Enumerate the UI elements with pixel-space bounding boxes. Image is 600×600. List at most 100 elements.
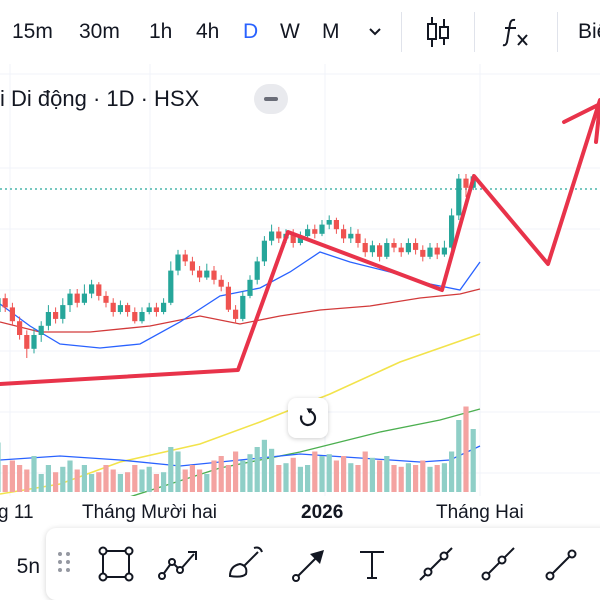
volume-bar — [96, 472, 102, 492]
reset-icon — [299, 408, 317, 427]
volume-bar — [312, 451, 318, 492]
candle-body — [24, 335, 30, 349]
candle-body — [189, 261, 195, 271]
volume-bar — [434, 465, 440, 492]
chevron-down-icon[interactable] — [362, 12, 388, 52]
ma-red-line — [0, 288, 481, 333]
volume-bar — [283, 463, 289, 492]
volume-bar — [225, 465, 231, 492]
candle-body — [297, 236, 303, 243]
volume-bar — [441, 463, 447, 492]
volume-bar — [305, 465, 311, 492]
candle-body — [355, 233, 361, 243]
candle-body — [211, 270, 217, 280]
volume-bar — [0, 442, 1, 492]
text-icon[interactable] — [350, 542, 394, 586]
candle-body — [81, 293, 87, 303]
candle-body — [456, 178, 462, 216]
toolbar-divider — [401, 12, 402, 52]
moving-averages — [0, 251, 481, 496]
reset-chart-button[interactable] — [288, 398, 328, 438]
time-axis[interactable]: g 11 Tháng Mười hai 2026 Tháng Hai — [0, 496, 600, 532]
candle-body — [146, 307, 152, 312]
ma-green-line — [130, 408, 481, 496]
candle-body — [362, 243, 368, 253]
candlestick-icon[interactable] — [420, 12, 456, 52]
candle-body — [441, 247, 447, 255]
volume-bar — [247, 454, 253, 492]
candle-body — [197, 270, 203, 278]
drag-handle-icon[interactable] — [58, 552, 72, 576]
collapse-legend-button[interactable] — [254, 84, 288, 114]
volume-bar — [139, 469, 145, 492]
candle-body — [427, 247, 433, 257]
chart-style-label[interactable]: Biể — [578, 20, 600, 43]
timeframe-toolbar: 15m 30m 1h 4h D W M Biể — [0, 0, 600, 65]
volume-bar — [391, 465, 397, 492]
candle-body — [341, 229, 347, 239]
timeframe-30m[interactable]: 30m — [79, 20, 120, 43]
volume-bar — [276, 465, 282, 492]
ray-icon[interactable] — [476, 542, 520, 586]
trend-line-icon[interactable] — [414, 542, 458, 586]
path-icon[interactable] — [158, 542, 202, 586]
candle-body — [449, 215, 455, 248]
volume-bar — [449, 451, 455, 492]
timeframe-w[interactable]: W — [280, 20, 300, 43]
volume-bar — [341, 456, 347, 492]
candle-body — [391, 243, 397, 248]
volume-bar — [168, 447, 174, 492]
volume-bar — [326, 454, 332, 492]
volume-bar — [38, 474, 44, 492]
candle-body — [204, 270, 210, 278]
timeframe-15m[interactable]: 15m — [12, 20, 53, 43]
volume-bar — [398, 466, 404, 492]
volume-bar — [269, 448, 275, 492]
candle-body — [434, 247, 440, 255]
candle-body — [398, 247, 404, 253]
candles — [0, 174, 476, 358]
symbol-legend[interactable]: i Di động · 1D · HSX — [0, 86, 200, 111]
candle-body — [38, 325, 44, 335]
candle-body — [117, 305, 123, 312]
rectangle-icon[interactable] — [94, 542, 138, 586]
bottom-left-label[interactable]: 5n — [16, 555, 40, 578]
drawn-path — [0, 98, 600, 386]
candle-body — [74, 293, 80, 303]
volume-bar — [53, 472, 59, 492]
fx-icon[interactable] — [496, 12, 536, 52]
volume-bar — [333, 460, 339, 492]
candle-body — [233, 309, 239, 319]
volume-bar — [405, 463, 411, 492]
volume-bar — [204, 474, 210, 492]
volume-bar — [420, 460, 426, 492]
arrow-icon[interactable] — [288, 542, 332, 586]
timeframe-1h[interactable]: 1h — [149, 20, 173, 43]
volume-bar — [132, 465, 138, 492]
candle-body — [405, 243, 411, 253]
candle-body — [31, 335, 37, 349]
timeframe-d[interactable]: D — [243, 20, 259, 43]
timeframe-4h[interactable]: 4h — [196, 20, 220, 43]
chart-canvas — [0, 64, 600, 496]
timeframe-m[interactable]: M — [322, 20, 340, 43]
volume-bar — [182, 469, 188, 492]
volume-bar — [67, 460, 73, 492]
volume-bar — [197, 469, 203, 492]
volume-bar — [24, 469, 30, 492]
time-label: g 11 — [0, 502, 34, 523]
price-chart[interactable]: i Di động · 1D · HSX — [0, 64, 600, 496]
volume-bar — [9, 460, 15, 492]
candle-body — [261, 240, 267, 262]
volume-bar — [377, 460, 383, 492]
candle-body — [53, 312, 59, 319]
volume-bar — [427, 466, 433, 492]
candle-body — [225, 286, 231, 310]
candle-body — [463, 178, 469, 188]
candle-body — [132, 312, 138, 322]
time-label: Tháng Hai — [436, 502, 524, 523]
volume-bar — [297, 466, 303, 492]
brush-icon[interactable] — [224, 542, 268, 586]
volume-bar — [240, 460, 246, 492]
extended-line-icon[interactable] — [540, 542, 584, 586]
